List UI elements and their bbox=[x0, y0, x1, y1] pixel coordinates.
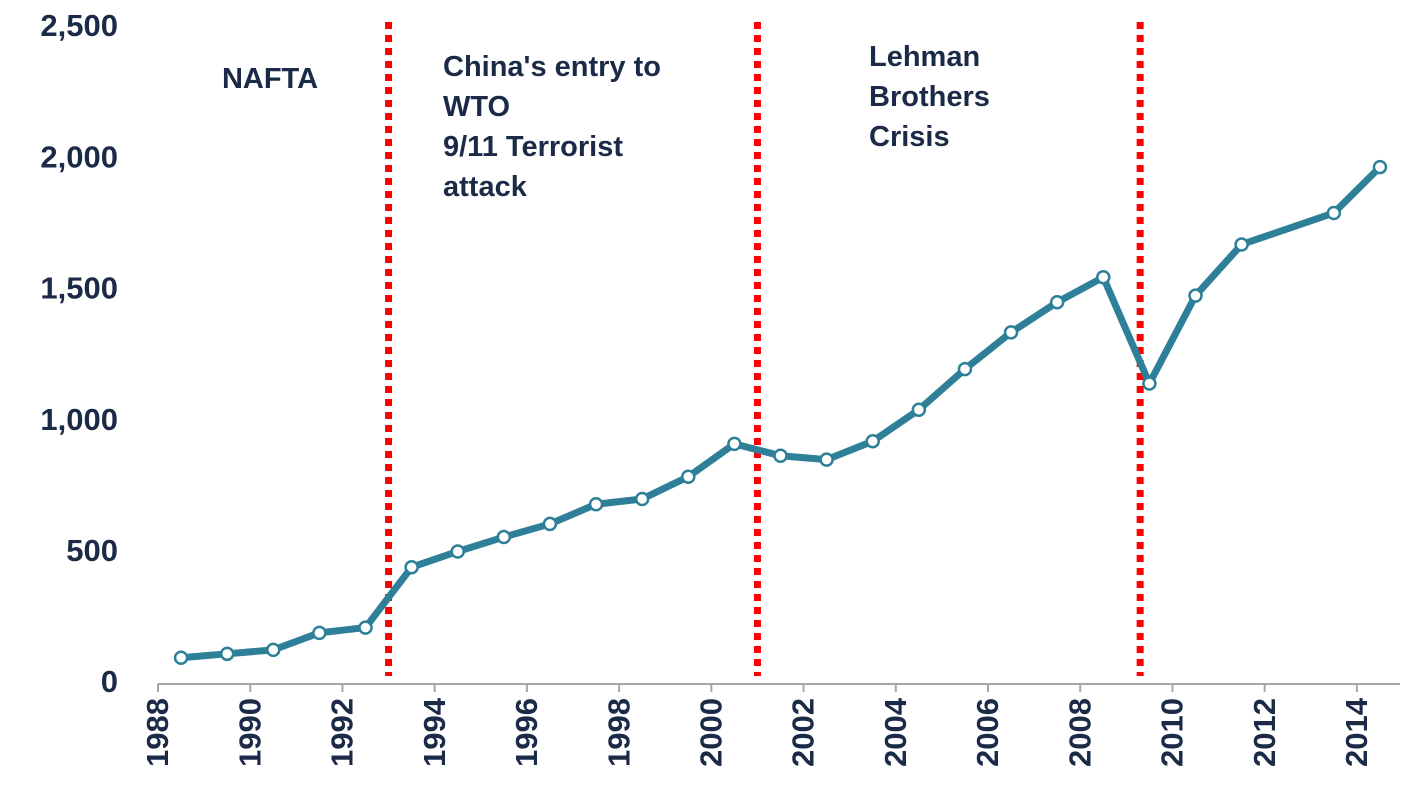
annotation: China's entry to bbox=[443, 51, 661, 83]
annotation: Brothers bbox=[869, 81, 990, 113]
annotation: Lehman bbox=[869, 41, 980, 73]
point bbox=[957, 361, 973, 377]
y-tick-label: 2,000 bbox=[40, 139, 118, 174]
point bbox=[727, 436, 742, 452]
point bbox=[450, 544, 465, 559]
point bbox=[404, 559, 419, 575]
x-tick-label: 2004 bbox=[878, 697, 913, 767]
point bbox=[1003, 325, 1019, 340]
point bbox=[496, 529, 512, 545]
y-tick-label: 500 bbox=[66, 533, 118, 568]
annotation: attack bbox=[443, 171, 528, 203]
point bbox=[266, 642, 281, 658]
point bbox=[219, 646, 235, 662]
y-tick-label: 2,500 bbox=[40, 8, 118, 43]
point bbox=[173, 650, 189, 666]
x-tick-label: 2006 bbox=[970, 698, 1005, 767]
x-tick-label: 2014 bbox=[1339, 697, 1374, 767]
point bbox=[681, 469, 696, 484]
point bbox=[865, 434, 880, 449]
point bbox=[1372, 159, 1388, 175]
point bbox=[911, 402, 927, 418]
x-tick-label: 2002 bbox=[786, 698, 821, 767]
point bbox=[312, 625, 327, 641]
x-tick-label: 1996 bbox=[509, 698, 544, 767]
x-tick-label: 2012 bbox=[1247, 698, 1282, 767]
y-tick-label: 1,000 bbox=[40, 402, 118, 437]
x-tick-label: 2008 bbox=[1062, 698, 1097, 767]
point bbox=[1326, 205, 1342, 221]
x-tick-label: 1998 bbox=[601, 698, 636, 767]
x-tick-label: 1988 bbox=[140, 698, 175, 767]
annotation: Crisis bbox=[869, 121, 950, 153]
annotation: NAFTA bbox=[222, 63, 318, 95]
x-tick-label: 1994 bbox=[417, 697, 452, 767]
point bbox=[1096, 270, 1111, 285]
point bbox=[634, 491, 650, 507]
y-tick-label: 1,500 bbox=[40, 271, 118, 306]
point bbox=[358, 620, 373, 635]
y-tick-label: 0 bbox=[101, 664, 118, 699]
point bbox=[773, 448, 788, 463]
point bbox=[588, 497, 604, 512]
point bbox=[819, 452, 834, 467]
point bbox=[1234, 237, 1249, 252]
series-line bbox=[180, 164, 1383, 662]
annotation: WTO bbox=[443, 91, 510, 123]
point bbox=[1049, 294, 1065, 310]
annotation: 9/11 Terrorist bbox=[443, 131, 623, 163]
x-tick-label: 2000 bbox=[694, 698, 729, 767]
x-tick-label: 1990 bbox=[232, 698, 267, 767]
x-tick-label: 2010 bbox=[1155, 698, 1190, 767]
point bbox=[1142, 376, 1157, 391]
point bbox=[542, 516, 558, 532]
point bbox=[1188, 288, 1203, 303]
x-tick-label: 1992 bbox=[325, 698, 360, 767]
